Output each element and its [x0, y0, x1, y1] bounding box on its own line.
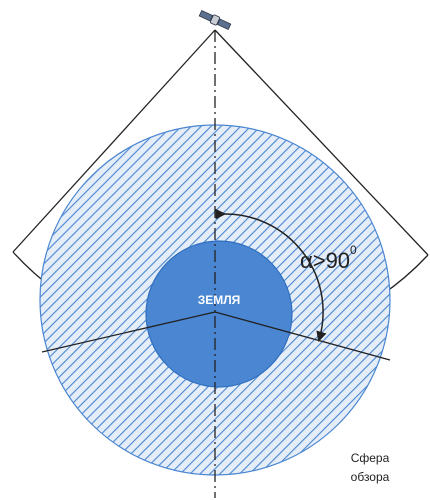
- view-cone-right-line: [214, 29, 429, 256]
- angle-arc: [215, 208, 327, 343]
- earth-circle: [145, 240, 293, 388]
- view-sphere-label-line1: Сфера: [351, 451, 390, 465]
- view-sphere-label-line2: обзора: [351, 470, 390, 484]
- radius-left-line: [41, 311, 216, 353]
- angle-superscript: 0: [350, 243, 357, 257]
- view-cone-left-line: [12, 29, 216, 253]
- angle-label: α>90: [300, 248, 350, 273]
- earth-label: ЗЕМЛЯ: [198, 293, 241, 307]
- satellite-icon: [198, 9, 232, 31]
